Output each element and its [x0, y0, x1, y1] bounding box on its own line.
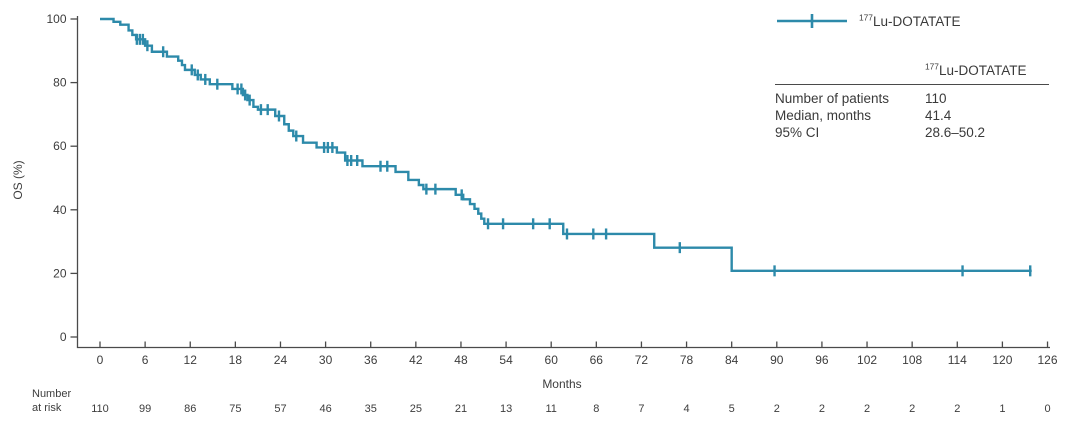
x-axis-tick-label: 30	[319, 353, 333, 367]
legend-isotope-superscript: 177	[859, 12, 873, 22]
stats-header-isotope-superscript: 177	[925, 61, 939, 72]
stats-row-patients-value: 110	[925, 91, 947, 106]
x-axis-tick-label: 78	[680, 353, 694, 367]
stats-header-treatment-name: Lu-DOTATATE	[938, 63, 1027, 78]
x-axis-tick-label: 18	[229, 353, 243, 367]
stats-table: 177Lu-DOTATATE Number of patients 110 Me…	[775, 61, 1049, 141]
y-axis-tick-label: 100	[46, 12, 66, 26]
x-axis-tick-label: 24	[274, 353, 288, 367]
x-axis-tick-label: 42	[409, 353, 423, 367]
number-at-risk-value: 2	[774, 403, 780, 415]
x-axis-tick-label: 96	[815, 353, 829, 367]
km-curve	[100, 17, 1032, 273]
number-at-risk-value: 57	[274, 403, 286, 415]
number-at-risk-value: 7	[638, 403, 644, 415]
x-axis-tick-label: 12	[184, 353, 198, 367]
y-axis-tick-label: 60	[53, 139, 67, 153]
number-at-risk-value: 5	[729, 403, 735, 415]
x-axis-tick-label: 120	[992, 353, 1012, 367]
stats-row-ci: 95% CI 28.6–50.2	[775, 124, 1049, 141]
x-axis-title: Months	[542, 377, 581, 391]
number-at-risk-value: 99	[139, 403, 151, 415]
legend-treatment-name: Lu-DOTATATE	[872, 13, 961, 29]
number-at-risk-value: 110	[91, 403, 109, 415]
x-axis-tick-label: 84	[725, 353, 739, 367]
number-at-risk-value: 1	[999, 403, 1005, 415]
number-at-risk-value: 4	[683, 403, 689, 415]
x-axis-tick-label: 6	[142, 353, 149, 367]
number-at-risk-value: 86	[184, 403, 196, 415]
x-axis-tick-label: 126	[1038, 353, 1058, 367]
legend: 177Lu-DOTATATE	[775, 13, 960, 29]
x-axis-tick-label: 60	[545, 353, 559, 367]
stats-row-median-label: Median, months	[775, 108, 872, 123]
stats-table-header: 177Lu-DOTATATE	[775, 61, 1049, 85]
number-at-risk-value: 2	[819, 403, 825, 415]
stats-row-patients: Number of patients 110	[775, 90, 1049, 107]
number-at-risk-value: 11	[545, 403, 556, 415]
stats-header-empty-cell	[775, 63, 925, 78]
y-axis-tick-label: 80	[53, 76, 67, 90]
stats-row-median: Median, months 41.4	[775, 107, 1049, 124]
number-at-risk-value: 21	[455, 403, 467, 415]
x-axis-tick-label: 54	[499, 353, 513, 367]
stats-header-treatment: 177Lu-DOTATATE	[925, 61, 1027, 78]
stats-row-ci-value: 28.6–50.2	[925, 125, 986, 140]
stats-row-ci-label: 95% CI	[775, 125, 820, 140]
legend-label: 177Lu-DOTATATE	[859, 12, 961, 29]
x-axis-tick-label: 0	[97, 353, 104, 367]
y-axis-title: OS (%)	[11, 160, 25, 199]
x-axis-tick-label: 66	[590, 353, 604, 367]
number-at-risk-value: 2	[864, 403, 870, 415]
x-axis-tick-label: 108	[902, 353, 922, 367]
y-axis-tick-label: 0	[60, 330, 67, 344]
number-at-risk-value: 46	[319, 403, 331, 415]
stats-row-patients-label: Number of patients	[775, 91, 890, 106]
number-at-risk-value: 0	[1044, 403, 1050, 415]
x-axis-tick-label: 48	[454, 353, 468, 367]
number-at-risk-label-line2: at risk	[32, 402, 62, 414]
number-at-risk-value: 75	[229, 403, 241, 415]
x-axis-tick-label: 72	[635, 353, 649, 367]
number-at-risk-value: 35	[365, 403, 377, 415]
x-axis-tick-label: 36	[364, 353, 378, 367]
km-curve-legend-marker-icon	[777, 14, 847, 28]
y-axis-tick-label: 40	[53, 203, 67, 217]
number-at-risk-label-line1: Number	[32, 388, 71, 400]
x-axis-tick-label: 90	[770, 353, 784, 367]
number-at-risk-value: 13	[500, 403, 512, 415]
number-at-risk-value: 2	[954, 403, 960, 415]
stats-row-median-value: 41.4	[925, 108, 952, 123]
number-at-risk-value: 25	[410, 403, 422, 415]
number-at-risk-value: 8	[593, 403, 599, 415]
number-at-risk-value: 2	[909, 403, 915, 415]
x-axis-tick-label: 102	[857, 353, 877, 367]
x-axis-tick-label: 114	[948, 353, 967, 367]
y-axis-tick-label: 20	[53, 266, 67, 280]
